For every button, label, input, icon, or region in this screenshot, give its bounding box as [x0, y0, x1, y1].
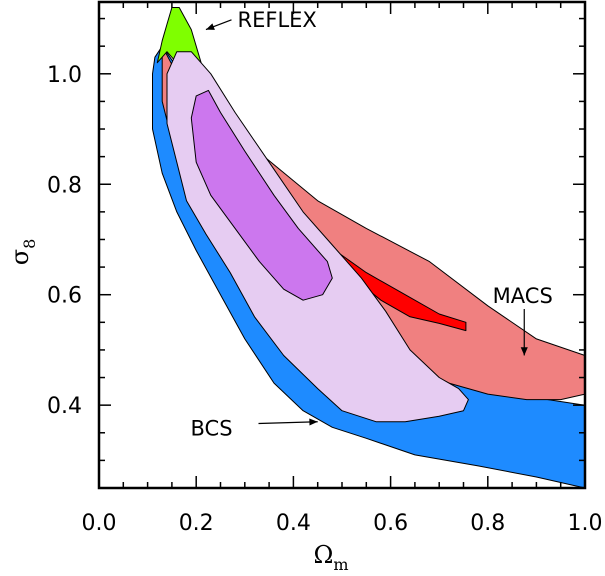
tick-layer: 0.0 0.2 0.4 0.6 0.8 1.0 0.4 0.6 0.8 1.0	[47, 2, 603, 536]
annotation-label: MACS	[493, 284, 553, 308]
annotation-macs: MACS	[493, 284, 553, 356]
y-tick-label: 1.0	[47, 63, 82, 88]
arrow-head	[205, 23, 215, 30]
contour-layer	[152, 7, 586, 489]
y-axis-label: σ8	[6, 239, 39, 266]
x-axis-label: Ωm	[313, 541, 348, 574]
x-axis-subscript: m	[333, 555, 348, 574]
x-tick-label: 1.0	[568, 511, 603, 536]
y-axis-subscript: 8	[20, 239, 39, 249]
annotation-reflex: REFLEX	[205, 8, 317, 32]
x-tick-label: 0.6	[373, 511, 408, 536]
annotation-bcs: BCS	[191, 417, 318, 441]
annotation-layer: REFLEX MACS BCS	[191, 8, 553, 441]
annotation-label: BCS	[191, 417, 233, 441]
x-tick-label: 0.4	[276, 511, 311, 536]
contour-bcs-inner	[190, 89, 333, 301]
x-tick-label: 0.2	[179, 511, 214, 536]
x-tick-label: 0.8	[470, 511, 505, 536]
y-tick-label: 0.8	[47, 173, 82, 198]
arrow-head	[520, 347, 528, 356]
x-tick-label: 0.0	[82, 511, 117, 536]
arrow-head	[309, 418, 318, 426]
arrow-line	[258, 421, 318, 425]
y-tick-label: 0.6	[47, 284, 82, 309]
y-tick-label: 0.4	[47, 394, 82, 419]
y-axis-symbol: σ	[6, 249, 34, 265]
x-axis-symbol: Ω	[313, 541, 333, 569]
annotation-label: REFLEX	[238, 8, 317, 32]
contour-bcs-light	[166, 51, 469, 423]
